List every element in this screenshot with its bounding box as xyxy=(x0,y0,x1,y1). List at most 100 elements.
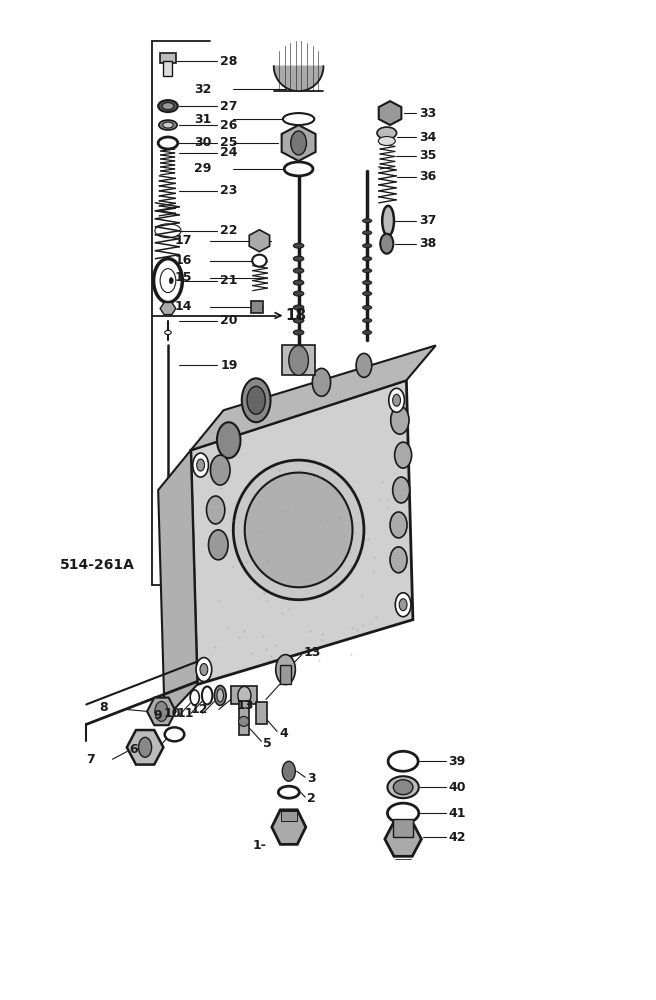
Text: 12: 12 xyxy=(191,703,209,716)
Text: 514-261A: 514-261A xyxy=(60,558,135,572)
Circle shape xyxy=(391,406,409,434)
Text: 38: 38 xyxy=(419,237,437,250)
Ellipse shape xyxy=(158,100,178,112)
Ellipse shape xyxy=(234,460,364,600)
Text: 7: 7 xyxy=(87,753,95,766)
Ellipse shape xyxy=(363,257,372,261)
Circle shape xyxy=(154,259,182,303)
Ellipse shape xyxy=(165,727,184,741)
Text: 33: 33 xyxy=(419,107,437,120)
Bar xyxy=(280,665,291,684)
Ellipse shape xyxy=(293,330,304,335)
Ellipse shape xyxy=(377,127,397,139)
Ellipse shape xyxy=(363,244,372,248)
Text: 4: 4 xyxy=(279,727,288,740)
Circle shape xyxy=(289,345,308,375)
Ellipse shape xyxy=(388,803,419,823)
Circle shape xyxy=(209,530,228,560)
Circle shape xyxy=(242,378,270,422)
Polygon shape xyxy=(191,345,436,450)
Ellipse shape xyxy=(239,716,249,726)
Ellipse shape xyxy=(293,291,304,296)
Polygon shape xyxy=(249,230,270,252)
Text: 22: 22 xyxy=(220,224,237,237)
Polygon shape xyxy=(379,101,401,125)
Text: 40: 40 xyxy=(448,781,466,794)
Circle shape xyxy=(207,496,225,524)
Circle shape xyxy=(193,453,209,477)
Text: 39: 39 xyxy=(448,755,466,768)
Ellipse shape xyxy=(158,137,178,149)
Text: 5: 5 xyxy=(263,737,272,750)
Ellipse shape xyxy=(278,786,299,798)
Ellipse shape xyxy=(293,318,304,323)
Text: 10: 10 xyxy=(163,707,181,720)
Text: 29: 29 xyxy=(194,162,211,175)
Polygon shape xyxy=(127,730,163,765)
Text: 31: 31 xyxy=(194,113,211,126)
Text: 41: 41 xyxy=(448,807,466,820)
Polygon shape xyxy=(274,66,323,91)
Circle shape xyxy=(380,234,394,254)
Polygon shape xyxy=(385,822,421,856)
Ellipse shape xyxy=(379,137,396,145)
Bar xyxy=(160,53,176,63)
Text: 25: 25 xyxy=(220,136,237,149)
Circle shape xyxy=(312,368,331,396)
Ellipse shape xyxy=(394,780,413,795)
Ellipse shape xyxy=(382,206,394,236)
Text: 6: 6 xyxy=(129,743,137,756)
Text: 16: 16 xyxy=(174,254,192,267)
Circle shape xyxy=(390,547,407,573)
Circle shape xyxy=(282,761,295,781)
Bar xyxy=(256,702,266,724)
Circle shape xyxy=(169,278,173,284)
Text: 27: 27 xyxy=(220,100,237,113)
Text: 36: 36 xyxy=(419,170,437,183)
Text: 13: 13 xyxy=(237,699,254,712)
Circle shape xyxy=(160,269,176,293)
Text: 15: 15 xyxy=(174,271,192,284)
Circle shape xyxy=(393,477,409,503)
Ellipse shape xyxy=(293,280,304,285)
Circle shape xyxy=(291,131,306,155)
Circle shape xyxy=(389,388,405,412)
Text: 26: 26 xyxy=(220,119,237,132)
Ellipse shape xyxy=(363,269,372,273)
Text: 34: 34 xyxy=(419,131,437,144)
Ellipse shape xyxy=(363,219,372,223)
Ellipse shape xyxy=(190,690,199,705)
Circle shape xyxy=(200,664,208,676)
Ellipse shape xyxy=(162,103,174,110)
Bar xyxy=(163,61,172,76)
Ellipse shape xyxy=(284,162,313,176)
Ellipse shape xyxy=(293,268,304,273)
Ellipse shape xyxy=(165,330,171,334)
Text: 32: 32 xyxy=(194,83,211,96)
Circle shape xyxy=(356,353,372,377)
Polygon shape xyxy=(147,698,176,725)
Ellipse shape xyxy=(363,330,372,334)
Ellipse shape xyxy=(238,686,251,704)
Circle shape xyxy=(390,512,407,538)
Ellipse shape xyxy=(217,689,224,702)
Ellipse shape xyxy=(293,243,304,248)
Text: 2: 2 xyxy=(307,792,316,805)
Text: 11: 11 xyxy=(176,707,194,720)
Circle shape xyxy=(276,655,295,684)
Ellipse shape xyxy=(363,281,372,285)
Bar xyxy=(281,811,297,821)
Circle shape xyxy=(197,459,205,471)
Text: 3: 3 xyxy=(307,772,316,785)
Ellipse shape xyxy=(283,113,314,125)
Polygon shape xyxy=(281,125,316,161)
Circle shape xyxy=(196,658,212,681)
Ellipse shape xyxy=(163,122,173,128)
Polygon shape xyxy=(272,810,306,844)
Text: 9: 9 xyxy=(153,709,161,722)
Text: 13: 13 xyxy=(304,646,321,659)
Text: 28: 28 xyxy=(220,55,237,68)
Bar xyxy=(282,345,315,375)
Bar xyxy=(232,686,257,704)
Text: 8: 8 xyxy=(99,701,108,714)
